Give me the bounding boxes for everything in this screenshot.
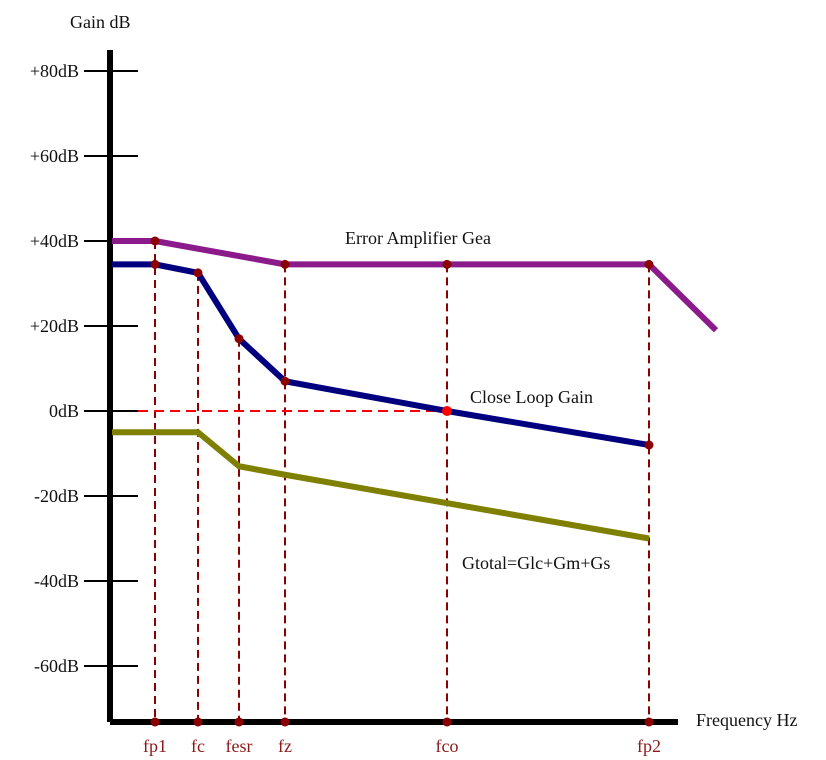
frequency-label-fp1: fp1: [143, 736, 167, 756]
close-loop-gain-curve: [112, 261, 650, 448]
axis-dot-fc: [193, 717, 203, 727]
y-tick-label: +60dB: [30, 146, 79, 166]
frequency-label-fp2: fp2: [637, 736, 661, 756]
breakpoint-dot-fp2: [644, 440, 654, 450]
frequency-label-fco: fco: [436, 736, 459, 756]
breakpoint-dot-fp1: [150, 236, 160, 246]
curves: [112, 238, 719, 542]
axis-dot-fz: [280, 717, 290, 727]
y-tick-label: +40dB: [30, 231, 79, 251]
y-tick-label: -40dB: [34, 571, 79, 591]
y-tick-label: +20dB: [30, 316, 79, 336]
breakpoint-dot-fesr: [234, 334, 244, 344]
breakpoint-dot-fc: [193, 268, 203, 278]
error-amplifier-curve: [112, 238, 719, 333]
y-tick-label: +80dB: [30, 61, 79, 81]
close-loop-gain-label: Close Loop Gain: [470, 387, 593, 407]
breakpoint-dot-fp1: [150, 259, 160, 269]
frequency-labels: fp1 fc fesr fz fco fp2: [143, 736, 661, 756]
breakpoint-dot-fp2: [644, 259, 654, 269]
breakpoint-dot-fco: [442, 406, 452, 416]
gtotal-label: Gtotal=Glc+Gm+Gs: [462, 553, 610, 573]
breakpoint-markers: [150, 236, 654, 727]
breakpoint-dot-fco: [442, 259, 452, 269]
frequency-label-fesr: fesr: [226, 736, 253, 756]
y-tick-label: 0dB: [49, 401, 79, 421]
axis-dot-fp1: [150, 717, 160, 727]
x-axis-title: Frequency Hz: [696, 710, 797, 730]
breakpoint-dot-fz: [280, 376, 290, 386]
breakpoint-dot-fz: [280, 259, 290, 269]
axis-dot-fp2: [644, 717, 654, 727]
error-amplifier-label: Error Amplifier Gea: [345, 228, 491, 248]
axis-dot-fesr: [234, 717, 244, 727]
frequency-label-fz: fz: [278, 736, 292, 756]
axes: Gain dB Frequency Hz: [70, 12, 797, 730]
frequency-drop-lines: [154, 241, 650, 722]
y-tick-label: -20dB: [34, 486, 79, 506]
frequency-label-fc: fc: [191, 736, 205, 756]
y-tick-label: -60dB: [34, 656, 79, 676]
gtotal-curve: [112, 429, 650, 542]
y-ticks: +80dB +60dB +40dB +20dB 0dB -20dB -40dB -60dB: [30, 61, 138, 676]
y-axis-title: Gain dB: [70, 12, 131, 32]
axis-dot-fco: [442, 717, 452, 727]
